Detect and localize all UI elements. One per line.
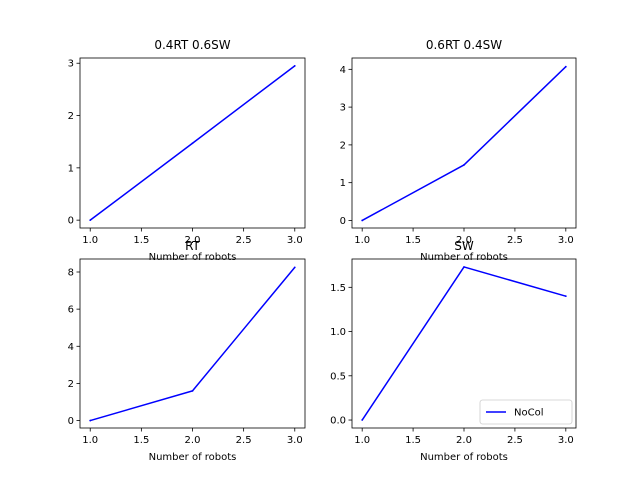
- y-tick-label: 2: [68, 111, 74, 122]
- x-tick-label: 1.0: [354, 235, 370, 246]
- x-tick-label: 2.0: [185, 435, 201, 446]
- x-tick-label: 1.0: [82, 235, 98, 246]
- legend-box: [479, 399, 573, 425]
- y-tick-label: 4: [68, 342, 74, 353]
- chart-title: SW: [454, 239, 474, 253]
- x-tick-label: 3.0: [287, 235, 303, 246]
- x-tick-label: 2.5: [507, 435, 523, 446]
- legend: NoCol: [479, 399, 573, 425]
- data-point: [191, 389, 194, 392]
- data-point: [361, 219, 364, 222]
- chart-panel-1: 1.0 1.5 2.0 2.5 3.0 0 1 2 3 Number of robots 0.4RT…: [68, 38, 306, 263]
- y-tick-label: 6: [68, 305, 74, 316]
- axes-frame: [79, 57, 306, 229]
- y-tick-label: 0: [340, 216, 346, 227]
- chart-title: 0.4RT 0.6SW: [154, 38, 230, 52]
- data-point: [564, 295, 567, 298]
- data-point: [463, 164, 465, 166]
- y-tick-label: 8: [68, 268, 74, 279]
- x-tick-label: 2.0: [456, 435, 472, 446]
- x-axis-label: Number of robots: [420, 452, 508, 463]
- chart-title: 0.6RT 0.4SW: [426, 38, 502, 52]
- chart-title: RT: [185, 239, 200, 253]
- data-point: [191, 142, 194, 145]
- x-tick-label: 3.0: [558, 235, 574, 246]
- data-point: [89, 419, 92, 422]
- x-axis-label: Number of robots: [149, 252, 237, 263]
- y-tick-label: 1.0: [330, 327, 346, 338]
- chart-panel-2: 1.0 1.5 2.0 2.5 3.0 0 1 2 3 4 Number of robots 0.6R…: [340, 38, 577, 263]
- y-tick-label: 3: [68, 59, 74, 70]
- y-tick-label: 1: [68, 163, 74, 174]
- y-tick-label: 2: [68, 379, 74, 390]
- x-tick-label: 2.0: [185, 235, 201, 246]
- x-tick-label: 3.0: [558, 435, 574, 446]
- x-tick-label: 1.5: [133, 435, 149, 446]
- series-line: [90, 266, 296, 422]
- y-tick-label: 3: [340, 103, 346, 114]
- data-point: [564, 65, 567, 68]
- x-tick-label: 2.5: [507, 235, 523, 246]
- y-tick-label: 4: [340, 65, 346, 76]
- data-point: [293, 266, 296, 269]
- y-tick-label: 1.5: [330, 283, 346, 294]
- y-tick-label: 0.0: [330, 416, 346, 427]
- y-tick-label: 2: [340, 140, 346, 151]
- legend-label: NoCol: [514, 408, 543, 419]
- x-tick-label: 2.5: [236, 435, 252, 446]
- data-point: [463, 266, 465, 268]
- x-tick-label: 1.0: [354, 435, 370, 446]
- data-point: [89, 219, 92, 222]
- y-tick-label: 0.5: [330, 371, 346, 382]
- axes-frame: [79, 258, 306, 429]
- x-axis-label: Number of robots: [420, 252, 508, 263]
- data-point: [361, 419, 364, 421]
- chart-panel-4: 1.0 1.5 2.0 2.5 3.0 0.0 0.5 1.0 1.5 Number of rob…: [330, 239, 577, 463]
- x-tick-label: 1.0: [82, 435, 98, 446]
- y-tick-label: 0: [68, 416, 74, 427]
- x-tick-label: 1.5: [405, 435, 421, 446]
- y-tick-label: 1: [340, 178, 346, 189]
- axes-frame: [351, 258, 577, 429]
- series-line-nocol: [361, 266, 567, 421]
- y-tick-label: 0: [68, 216, 74, 227]
- x-tick-label: 1.5: [133, 235, 149, 246]
- axes-frame: [351, 57, 577, 229]
- series-line: [361, 66, 567, 222]
- x-tick-label: 2.0: [456, 235, 472, 246]
- x-tick-label: 2.5: [236, 235, 252, 246]
- x-tick-label: 3.0: [287, 435, 303, 446]
- data-point: [293, 64, 296, 67]
- x-axis-label: Number of robots: [149, 452, 237, 463]
- x-tick-label: 1.5: [405, 235, 421, 246]
